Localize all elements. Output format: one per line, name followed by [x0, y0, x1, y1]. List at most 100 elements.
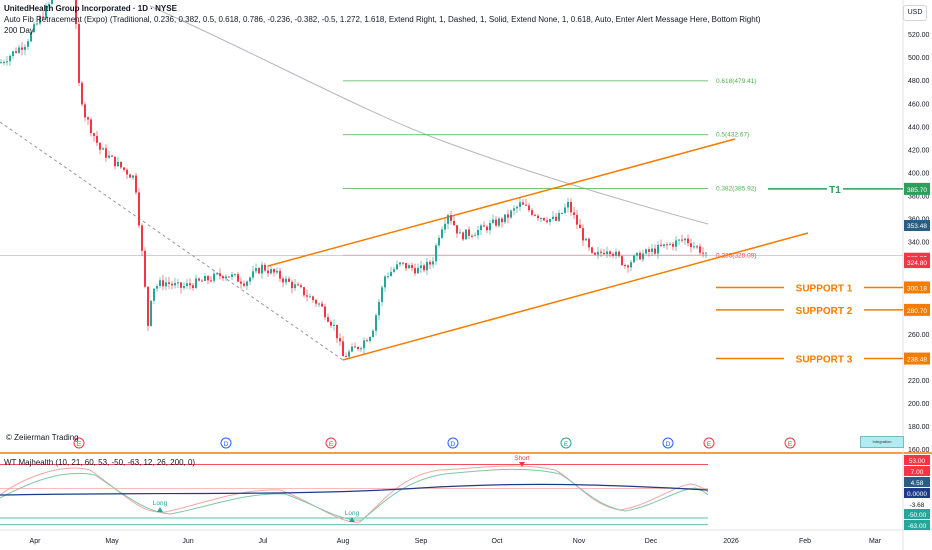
price-badge-label: 353.48 [907, 223, 927, 230]
price-tick-label: 460.00 [908, 101, 930, 108]
target-label: T1 [829, 185, 841, 196]
candle-body [84, 104, 86, 118]
candle-body [645, 249, 647, 254]
candle-body [108, 155, 110, 158]
candle-body [312, 296, 314, 301]
price-tick-label: 220.00 [908, 378, 930, 385]
candle-body [240, 281, 242, 284]
candle-body [432, 261, 434, 265]
osc-axis-badge [904, 499, 930, 509]
candle-body [219, 273, 221, 277]
price-tick-label: 160.00 [908, 447, 930, 454]
price-tick-label: 380.00 [908, 193, 930, 200]
candle-body [270, 269, 272, 274]
candle-body [336, 324, 338, 339]
candle-body [669, 243, 671, 245]
candle-body [402, 262, 404, 264]
candle-body [633, 255, 635, 263]
candle-body [363, 340, 365, 349]
candle-body [591, 247, 593, 253]
candle-body [573, 212, 575, 216]
time-tick-label: May [105, 538, 119, 545]
time-tick-label: Sep [415, 538, 428, 545]
event-marker [784, 437, 796, 449]
candle-body [576, 215, 578, 225]
candle-body [138, 192, 140, 226]
candle-body [150, 300, 152, 326]
price-badge-label: 324.80 [907, 260, 927, 267]
candle-body [396, 264, 398, 270]
candle-body [411, 265, 413, 269]
fib-level-label: 0.236(328.09) [716, 252, 756, 259]
event-marker [560, 437, 572, 449]
target-price-badge [904, 303, 930, 316]
candle-body [114, 156, 116, 167]
candle-body [102, 148, 104, 150]
candle-body [630, 262, 632, 268]
channel-upper-line [267, 138, 736, 267]
candle-body [468, 229, 470, 236]
candle-body [558, 212, 560, 221]
candle-body [267, 270, 269, 274]
candle-body [45, 5, 47, 19]
candle-body [216, 273, 218, 275]
time-tick-label: Jul [259, 538, 268, 545]
candle-body [543, 217, 545, 221]
candle-body [288, 278, 290, 282]
candle-body [294, 284, 296, 289]
candle-body [111, 155, 113, 157]
target-price-label: 238.48 [907, 357, 927, 364]
tradingview-badge: Integration [860, 436, 904, 448]
candle-body [255, 268, 257, 272]
currency-badge[interactable]: USD [903, 5, 927, 21]
candle-body [498, 218, 500, 226]
candle-body [339, 338, 341, 342]
event-marker [447, 437, 459, 449]
candle-body [78, 24, 80, 83]
candle-body [129, 174, 131, 178]
candle-body [351, 346, 353, 352]
price-tick-label: 520.00 [908, 32, 930, 39]
event-marker-label: D [224, 441, 229, 448]
fib-level-label: 0.5(432.67) [716, 132, 749, 139]
target-label: SUPPORT 1 [796, 283, 853, 294]
candle-body [450, 215, 452, 221]
candle-body [285, 278, 287, 283]
price-badge [904, 257, 930, 269]
candle-body [666, 244, 668, 246]
candle-body [168, 282, 170, 284]
candle-body [501, 218, 503, 223]
candle-body [306, 295, 308, 297]
candle-body [570, 202, 572, 213]
dashed-trendline [0, 121, 344, 361]
candle-body [264, 264, 266, 271]
candle-body [273, 269, 275, 273]
candle-body [162, 280, 164, 287]
candle-body [126, 169, 128, 175]
time-tick-label: Nov [573, 538, 586, 545]
candle-body [75, 0, 77, 25]
candle-body [510, 210, 512, 218]
candle-body [39, 16, 41, 24]
candle-body [174, 283, 176, 286]
candle-body [189, 283, 191, 286]
wave-line-1 [0, 465, 709, 523]
candle-body [456, 225, 458, 234]
candle-body [399, 262, 401, 265]
candle-body [384, 276, 386, 288]
osc-axis-label: 0.0000 [907, 491, 927, 498]
candle-body [699, 246, 701, 253]
candle-body [672, 243, 674, 247]
candle-body [597, 251, 599, 255]
candle-body [90, 119, 92, 134]
candle-body [612, 253, 614, 256]
candle-body [297, 284, 299, 286]
osc-signal-arrow [349, 517, 355, 522]
candle-body [135, 175, 137, 193]
candle-body [177, 282, 179, 284]
candle-body [171, 283, 173, 286]
candle-body [678, 239, 680, 241]
fib-level-label: 0.382(385.92) [716, 186, 756, 193]
osc-axis-badge [904, 488, 930, 498]
